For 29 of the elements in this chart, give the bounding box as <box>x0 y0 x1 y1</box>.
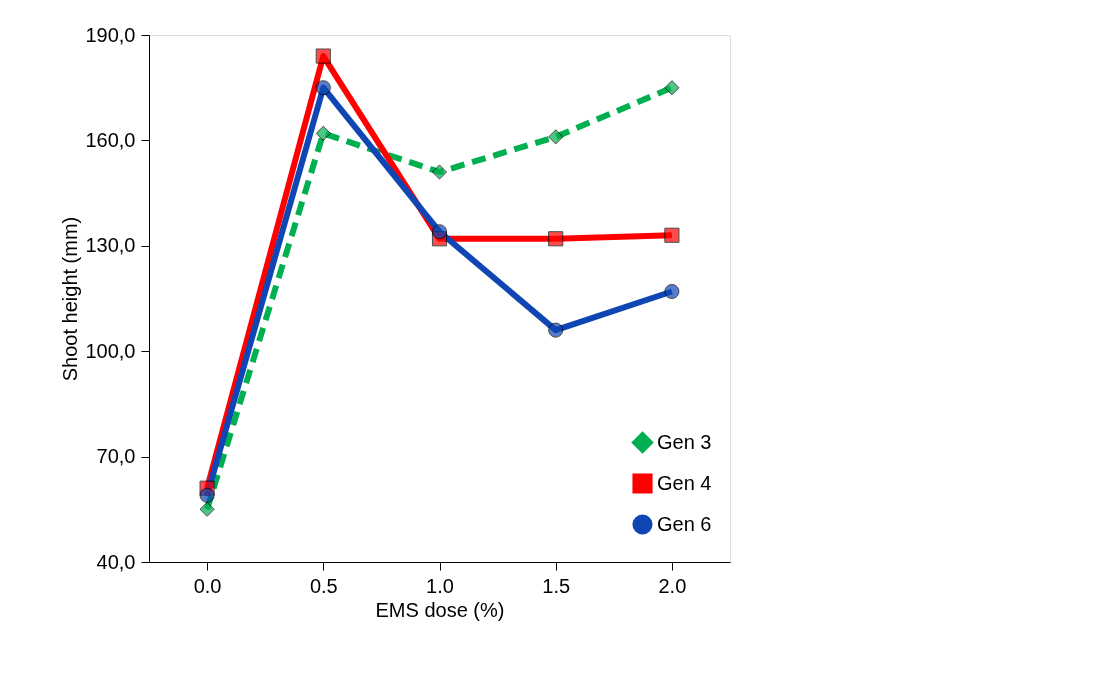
y-axis-title: Shoot height (mm) <box>59 216 82 382</box>
point <box>548 129 564 145</box>
y-tick-label: 70,0 <box>96 445 136 468</box>
legend-label: Gen 6 <box>657 512 712 535</box>
x-tick-label: 1.0 <box>426 574 454 597</box>
y-tick-label: 190,0 <box>85 23 136 46</box>
y-tick-label: 40,0 <box>96 550 136 573</box>
x-axis-title: EMS dose (%) <box>375 598 505 621</box>
legend-label: Gen 3 <box>657 430 712 453</box>
point <box>664 227 680 243</box>
point <box>664 283 680 300</box>
point <box>315 125 331 141</box>
point <box>315 48 331 64</box>
point <box>431 164 448 180</box>
x-tick-label: 0.0 <box>193 574 222 597</box>
y-tick-label: 160,0 <box>85 128 136 151</box>
x-tick-label: 0.5 <box>309 574 338 597</box>
point <box>315 80 331 96</box>
y-tick-label: 130,0 <box>85 234 136 257</box>
x-tick-label: 1.5 <box>542 574 571 597</box>
point <box>199 501 215 517</box>
legend-label: Gen 4 <box>657 471 712 494</box>
y-tick-label: 100,0 <box>85 339 136 362</box>
x-tick-label: 2.0 <box>658 574 687 597</box>
point <box>664 80 680 96</box>
point <box>431 224 448 240</box>
point <box>548 322 564 338</box>
point <box>548 231 564 247</box>
point <box>199 487 215 503</box>
